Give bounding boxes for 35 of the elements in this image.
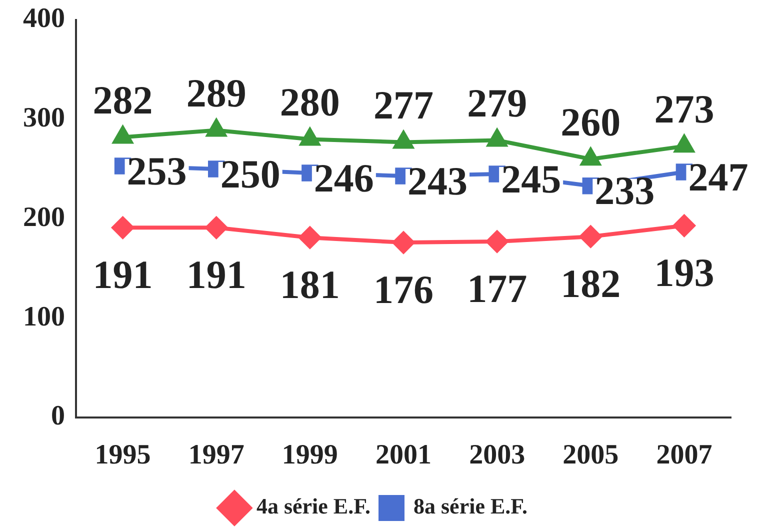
data-label: 176 — [374, 266, 434, 312]
legend-label: 4a série E.F. — [256, 494, 370, 519]
data-label: 289 — [186, 70, 246, 116]
data-label: 280 — [280, 80, 340, 125]
data-label: 182 — [560, 260, 621, 306]
y-tick-label: 400 — [23, 3, 65, 34]
data-label: 279 — [467, 80, 528, 126]
y-tick-label: 300 — [23, 102, 65, 134]
data-label: 233 — [594, 168, 655, 214]
legend-label: 8a série E.F. — [414, 494, 528, 519]
data-label: 181 — [280, 262, 340, 307]
data-label: 191 — [92, 252, 153, 297]
data-label: 191 — [186, 252, 246, 297]
data-label: 282 — [92, 78, 153, 123]
data-label: 193 — [654, 250, 714, 295]
data-label: 247 — [688, 154, 748, 200]
y-tick-label: 200 — [23, 202, 65, 233]
data-label: 253 — [126, 148, 187, 194]
data-label: 245 — [501, 156, 562, 202]
x-tick-label: 1999 — [282, 439, 338, 470]
data-label: 277 — [374, 82, 434, 128]
x-tick-label: 1995 — [94, 439, 151, 470]
data-label: 250 — [220, 151, 280, 196]
data-label: 273 — [654, 86, 714, 132]
x-tick-label: 2003 — [469, 439, 526, 470]
x-tick-label: 2005 — [562, 439, 619, 470]
x-tick-label: 1997 — [188, 439, 244, 470]
data-label: 260 — [560, 99, 621, 144]
x-tick-label: 2007 — [656, 439, 712, 470]
y-tick-label: 100 — [23, 301, 65, 332]
data-label: 243 — [408, 158, 468, 204]
data-label: 177 — [467, 266, 528, 311]
y-tick-label: 0 — [51, 400, 65, 432]
data-label: 246 — [314, 155, 374, 200]
x-tick-label: 2001 — [376, 439, 432, 470]
